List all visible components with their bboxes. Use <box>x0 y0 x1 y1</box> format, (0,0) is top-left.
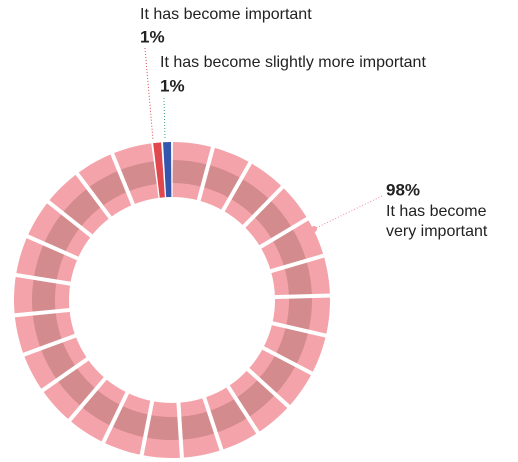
segment-gap <box>245 366 292 410</box>
value-label: 98% <box>386 180 420 199</box>
segment-gap <box>24 233 81 262</box>
leader-line <box>163 97 166 141</box>
segment-gap <box>241 184 286 230</box>
value-label: 1% <box>160 76 185 95</box>
segment-gap <box>12 307 72 318</box>
segment-gap <box>269 320 329 339</box>
segment-gap <box>139 398 155 458</box>
value-label: 1% <box>140 27 165 46</box>
segment-gap <box>176 400 185 460</box>
segment-gap <box>268 253 327 274</box>
segment-gap <box>66 375 109 424</box>
segment-gap <box>196 144 216 203</box>
segment-gap <box>74 170 113 221</box>
segment-gap <box>39 356 91 394</box>
label: It has become slightly more important <box>160 54 426 71</box>
leader-dot <box>311 226 317 232</box>
label-box: It has become very important <box>386 203 488 240</box>
label: It has become important <box>140 6 312 23</box>
segment-gap <box>272 293 332 300</box>
segment-gap <box>21 333 78 358</box>
segment-gap <box>260 345 315 377</box>
decoration <box>12 144 332 460</box>
segment-gap <box>13 272 73 287</box>
segment-gap <box>220 160 253 214</box>
label: It has become very important <box>386 203 488 240</box>
segment-gap <box>45 198 95 239</box>
slice <box>163 142 172 198</box>
segment-gap <box>257 215 311 250</box>
segment-gap <box>109 151 136 208</box>
leader-line <box>144 47 154 141</box>
segment-gap <box>225 383 261 436</box>
leader-line <box>313 195 383 230</box>
segment-gap <box>201 395 225 453</box>
slice <box>153 142 165 198</box>
segment-gap <box>100 390 130 445</box>
